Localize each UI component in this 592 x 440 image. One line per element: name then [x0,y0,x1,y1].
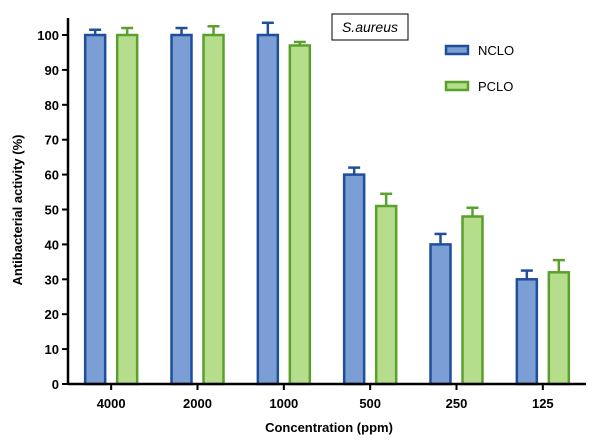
bar-nclo-500 [342,173,366,386]
y-axis-title: Antibacterial activity (%) [10,135,25,286]
y-tick-label-50: 50 [45,203,59,218]
bar-pclo-2000 [202,33,225,386]
x-axis-title: Concentration (ppm) [265,420,393,435]
legend-swatch-nclo [444,44,470,56]
title-box [331,13,409,41]
axes-group [66,18,586,386]
legend-label-nclo: NCLO [478,43,514,58]
y-tick-label-20: 20 [45,307,59,322]
x-tick-label-1000: 1000 [269,396,298,411]
y-tick-label-90: 90 [45,63,59,78]
y-tick-label-70: 70 [45,133,59,148]
x-axis-ticks: 4000 2000 1000 500 250 125 [97,384,554,411]
y-tick-label-80: 80 [45,98,59,113]
y-axis-ticks: 0 10 20 30 40 50 60 70 80 90 100 [37,28,68,392]
y-tick-label-40: 40 [45,237,59,252]
bar-pclo-250 [461,215,484,386]
legend-swatch-pclo [444,80,470,92]
x-tick-label-250: 250 [446,396,468,411]
x-tick-label-125: 125 [532,396,554,411]
bar-nclo-250 [429,243,452,386]
bar-nclo-4000 [83,33,107,386]
bars-group [83,21,571,386]
x-tick-label-500: 500 [359,396,381,411]
chart-title: S.aureus [342,19,398,35]
bar-pclo-125 [547,271,571,386]
y-tick-label-0: 0 [52,377,59,392]
bar-pclo-4000 [115,33,139,386]
x-tick-label-4000: 4000 [97,396,126,411]
y-tick-label-60: 60 [45,168,59,183]
y-tick-label-100: 100 [37,28,59,43]
legend-label-pclo: PCLO [478,79,513,94]
legend: NCLO PCLO [444,43,514,94]
y-tick-label-10: 10 [45,342,59,357]
bar-pclo-1000 [288,44,312,386]
x-tick-label-2000: 2000 [183,396,212,411]
bar-nclo-125 [515,278,539,386]
bar-nclo-1000 [256,33,280,386]
bar-pclo-500 [374,204,398,386]
bar-nclo-2000 [170,33,193,386]
y-tick-label-30: 30 [45,272,59,287]
